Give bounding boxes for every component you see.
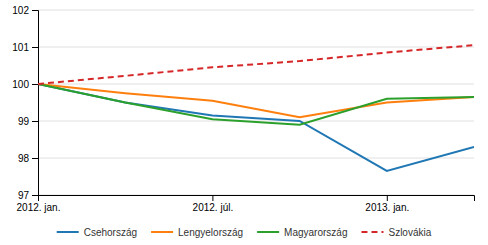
- x-tick: 2013. jan.: [365, 195, 409, 213]
- y-tick-label: 100: [12, 79, 29, 90]
- grid: [38, 10, 474, 195]
- grid-line: [38, 158, 474, 159]
- y-tick: 102: [12, 5, 38, 16]
- series-line: [38, 84, 474, 171]
- y-tick-mark: [32, 10, 38, 11]
- legend-label: Csehország: [84, 227, 137, 238]
- y-tick: 98: [18, 153, 38, 164]
- y-tick-mark: [32, 158, 38, 159]
- grid-line: [38, 47, 474, 48]
- legend-swatch: [361, 231, 383, 233]
- y-tick: 100: [12, 79, 38, 90]
- x-tick-mark: [387, 195, 388, 201]
- plot: 2012. jan. 2012. júl. 2013. jan. 97 98 99 100 1…: [12, 5, 474, 213]
- legend-item: Szlovákia: [361, 227, 431, 238]
- legend: Csehország Lengyelország Magyarország Szlov…: [57, 227, 432, 238]
- y-tick-label: 99: [18, 116, 30, 127]
- y-tick-mark: [32, 84, 38, 85]
- x-tick-label: 2012. jan.: [17, 202, 61, 213]
- y-tick: 101: [12, 42, 38, 53]
- x-tick: 2012. júl.: [193, 195, 234, 213]
- y-tick-label: 97: [18, 190, 30, 201]
- x-axis: 2012. jan. 2012. júl. 2013. jan.: [17, 195, 475, 213]
- y-tick-mark: [32, 47, 38, 48]
- grid-line: [38, 10, 474, 11]
- x-tick-label: 2012. júl.: [193, 202, 234, 213]
- grid-line: [38, 84, 474, 85]
- y-tick-mark: [32, 195, 38, 196]
- x-tick-mark: [212, 195, 213, 201]
- series-line: [38, 84, 474, 117]
- legend-item: Magyarország: [257, 227, 347, 238]
- y-axis: 97 98 99 100 101 102: [12, 5, 38, 201]
- legend-swatch: [151, 231, 173, 233]
- legend-label: Lengyelország: [178, 227, 243, 238]
- y-tick-label: 101: [12, 42, 29, 53]
- legend-label: Magyarország: [284, 227, 347, 238]
- legend-swatch: [57, 231, 79, 233]
- chart: 2012. jan. 2012. júl. 2013. jan. 97 98 99 100 1…: [0, 0, 488, 245]
- legend-swatch: [257, 231, 279, 233]
- series-line: [38, 84, 474, 125]
- series-line: [38, 45, 474, 84]
- x-axis-line: [39, 196, 475, 202]
- y-tick-mark: [32, 121, 38, 122]
- legend-label: Szlovákia: [388, 227, 431, 238]
- lines: [38, 45, 474, 171]
- legend-item: Csehország: [57, 227, 137, 238]
- legend-item: Lengyelország: [151, 227, 243, 238]
- x-tick-label: 2013. jan.: [365, 202, 409, 213]
- y-tick-label: 102: [12, 5, 29, 16]
- y-tick: 99: [18, 116, 38, 127]
- y-tick: 97: [18, 190, 38, 201]
- y-tick-label: 98: [18, 153, 30, 164]
- y-axis-line: [32, 11, 39, 196]
